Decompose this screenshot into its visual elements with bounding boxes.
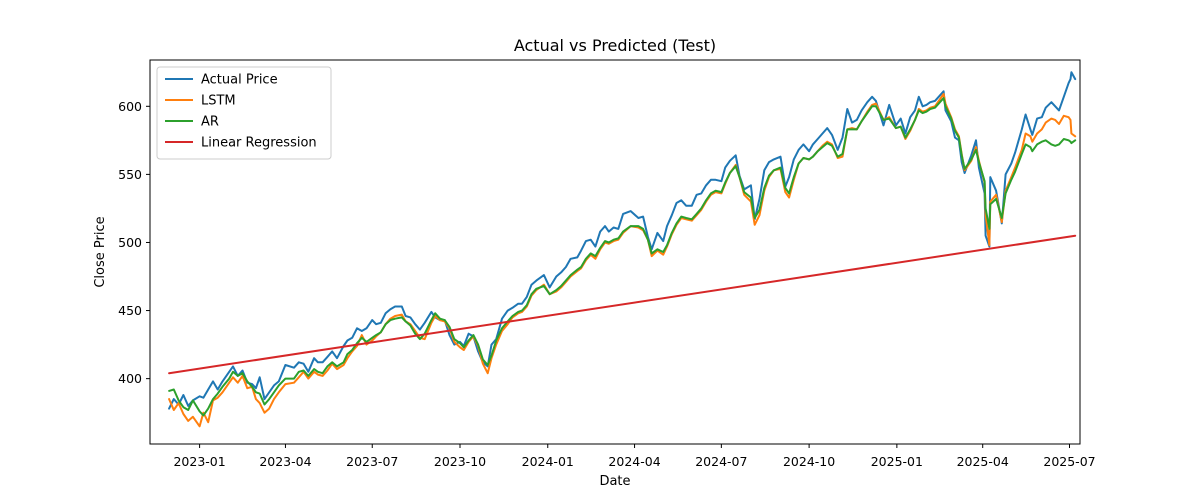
y-tick-label: 500 (118, 235, 142, 250)
y-tick-label: 600 (118, 99, 142, 114)
legend: Actual Price LSTM AR Linear Regression (156, 66, 332, 160)
chart-title: Actual vs Predicted (Test) (514, 36, 716, 55)
legend-label: Actual Price (201, 73, 278, 88)
x-tick-label: 2024-07 (695, 454, 747, 469)
x-tick-label: 2024-10 (783, 454, 835, 469)
x-tick-label: 2023-10 (434, 454, 486, 469)
series-line-actual-price (168, 71, 1077, 410)
x-axis-label: Date (599, 474, 630, 489)
series-layer (168, 71, 1077, 428)
series-line-linear-regression (168, 234, 1077, 375)
y-axis-label: Close Price (93, 216, 108, 287)
y-tick-label: 450 (118, 303, 142, 318)
legend-label: Linear Regression (201, 136, 317, 151)
x-tick-label: 2024-04 (608, 454, 660, 469)
legend-label: AR (201, 115, 219, 130)
x-tick-label: 2023-01 (173, 454, 225, 469)
x-tick-label: 2023-07 (346, 454, 398, 469)
y-tick-label: 400 (118, 371, 142, 386)
series-line-ar (168, 97, 1077, 417)
x-tick-label: 2025-04 (957, 454, 1009, 469)
y-axis: 400 450 500 550 600 (118, 99, 150, 386)
legend-box (156, 66, 332, 160)
x-tick-label: 2025-01 (871, 454, 923, 469)
x-tick-label: 2024-01 (522, 454, 574, 469)
legend-label: LSTM (201, 94, 236, 109)
x-axis: 2023-01 2023-04 2023-07 2023-10 2024-01 2024-… (173, 444, 1096, 469)
y-tick-label: 550 (118, 167, 142, 182)
x-tick-label: 2023-04 (259, 454, 311, 469)
x-tick-label: 2025-07 (1043, 454, 1095, 469)
plot-frame (149, 59, 1081, 445)
